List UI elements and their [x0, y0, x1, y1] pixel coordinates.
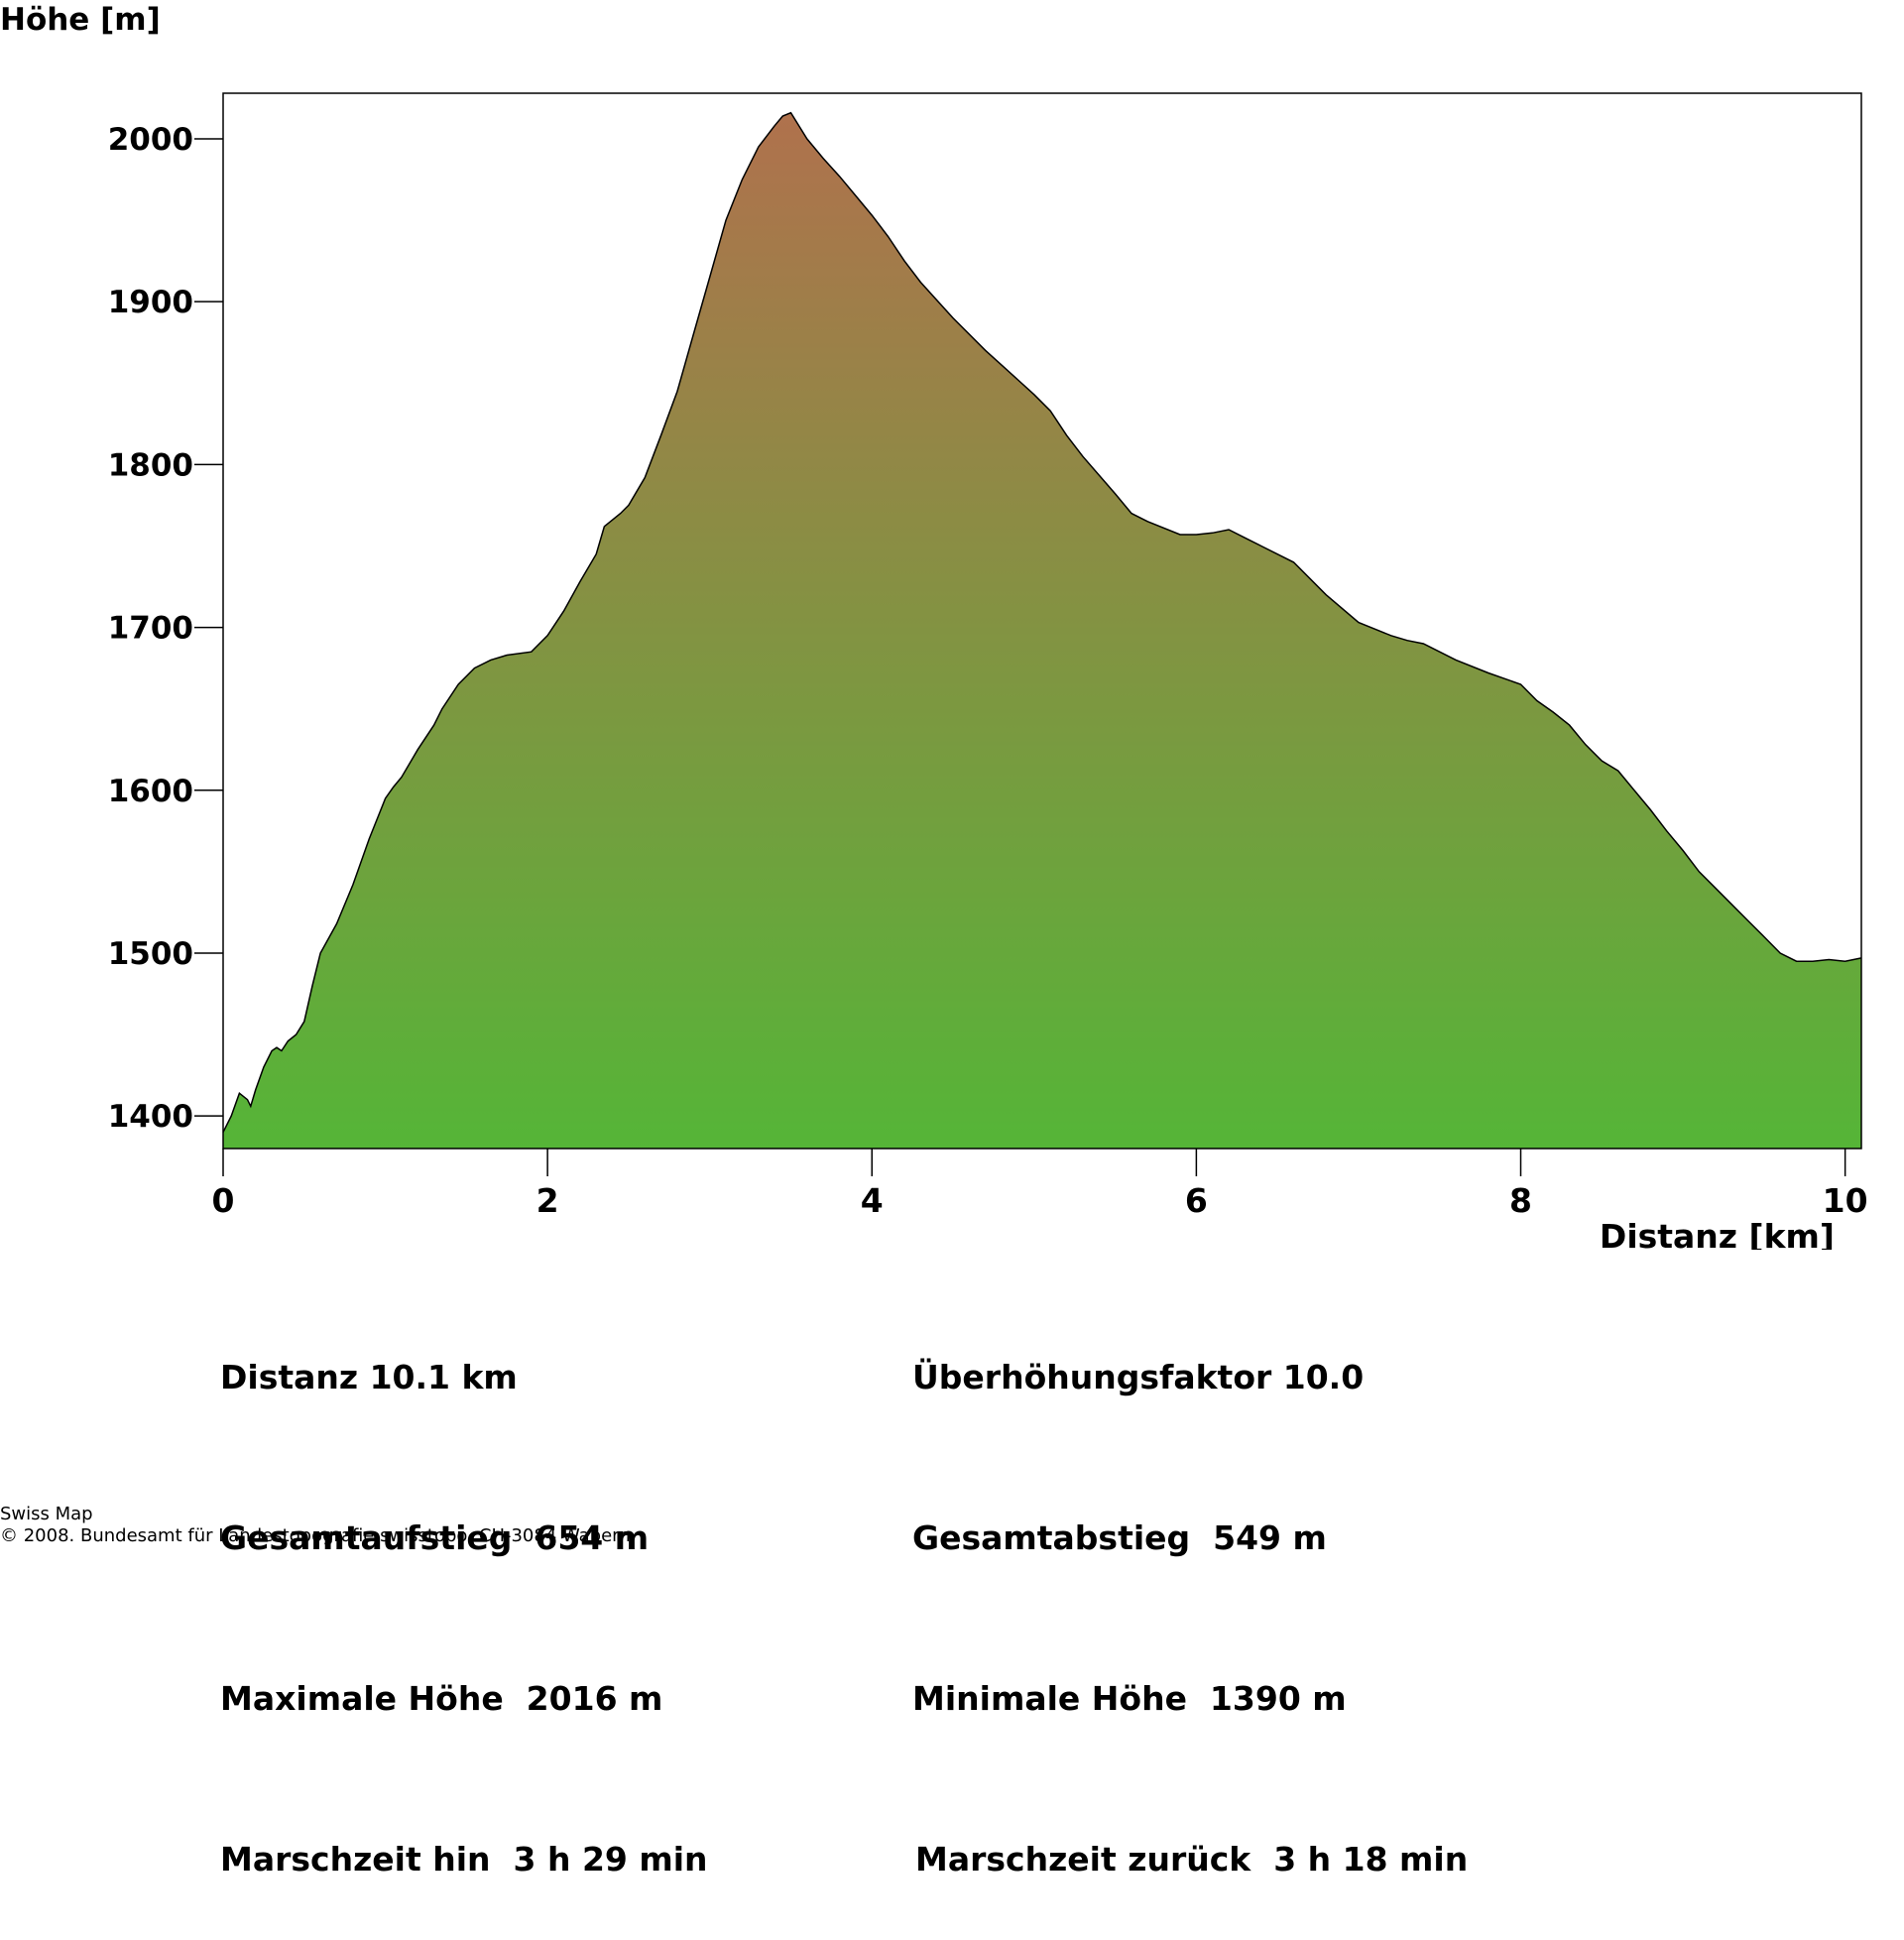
distance-stat: Distanz 10.1 km — [220, 1358, 518, 1396]
stats-right-column: Überhöhungsfaktor 10.0 Gesamtabstieg 549… — [912, 1244, 1469, 1940]
descent-stat: Gesamtabstieg 549 m — [912, 1518, 1327, 1557]
footer-copyright: © 2008. Bundesamt für Landestopografie s… — [0, 1525, 631, 1546]
x-tick-label: 0 — [212, 1181, 235, 1220]
time-back-stat: Marschzeit zurück 3 h 18 min — [915, 1840, 1469, 1879]
x-tick-label: 6 — [1185, 1181, 1208, 1220]
max-height-stat: Maximale Höhe 2016 m — [220, 1679, 663, 1718]
x-axis-ticks: 0 2 4 6 8 10 — [212, 1149, 1868, 1220]
y-tick-label: 1400 — [108, 1099, 193, 1135]
footer-credit: Swiss Map © 2008. Bundesamt für Landesto… — [0, 1504, 631, 1547]
x-tick-label: 2 — [536, 1181, 559, 1220]
x-axis-label: Distanz [km] — [1600, 1217, 1835, 1250]
y-axis-label: Höhe [m] — [0, 2, 161, 38]
x-tick-label: 10 — [1823, 1181, 1868, 1220]
y-tick-label: 1600 — [108, 774, 193, 809]
y-tick-label: 2000 — [108, 122, 193, 158]
min-height-stat: Minimale Höhe 1390 m — [912, 1679, 1347, 1718]
y-tick-label: 1700 — [108, 611, 193, 647]
y-tick-label: 1800 — [108, 447, 193, 483]
elevation-line — [222, 111, 1862, 1133]
ascent-stat: Gesamtaufstieg 654 m — [220, 1518, 650, 1557]
elevation-area — [223, 112, 1861, 1150]
footer-title: Swiss Map — [0, 1504, 93, 1524]
y-axis-ticks: 1400 1500 1600 1700 1800 1900 2000 — [108, 122, 223, 1135]
plot-frame — [222, 92, 1862, 1150]
elevation-profile-chart: 1400 1500 1600 1700 1800 1900 2000 0 2 4 6 8 10 Höh… — [0, 2, 1868, 1250]
time-out-stat: Marschzeit hin 3 h 29 min — [220, 1840, 708, 1879]
x-tick-label: 8 — [1509, 1181, 1532, 1220]
exaggeration-stat: Überhöhungsfaktor 10.0 — [912, 1358, 1365, 1396]
x-tick-label: 4 — [861, 1181, 884, 1220]
y-tick-label: 1900 — [108, 285, 193, 320]
stats-left-column: Distanz 10.1 km Gesamtaufstieg 654 m Max… — [220, 1244, 708, 1940]
y-tick-label: 1500 — [108, 936, 193, 972]
